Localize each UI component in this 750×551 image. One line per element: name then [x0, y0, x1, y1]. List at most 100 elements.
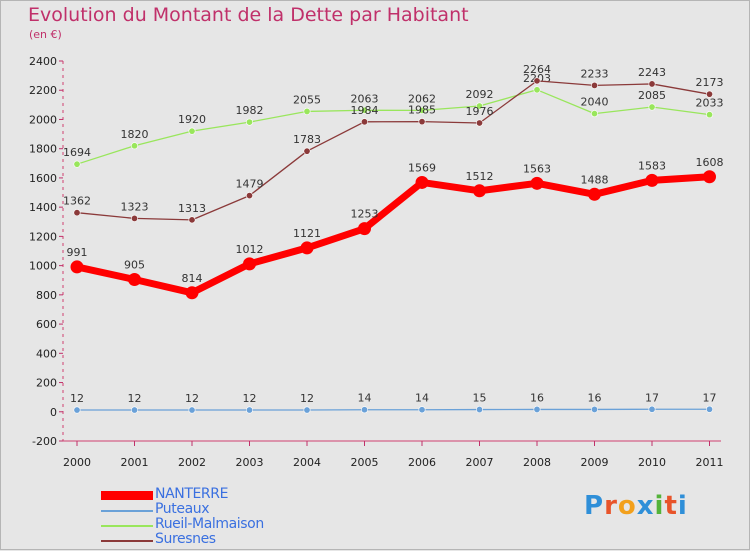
- data-label-nanterre: 1121: [293, 227, 321, 240]
- y-tick-label: 1800: [29, 143, 57, 156]
- data-label-puteaux: 16: [530, 391, 544, 404]
- data-point-nanterre: [645, 173, 659, 187]
- x-tick-label: 2001: [121, 456, 149, 469]
- legend-swatch-rueil-malmaison: [101, 525, 153, 527]
- data-label-puteaux: 12: [70, 392, 84, 405]
- data-label-nanterre: 814: [182, 272, 203, 285]
- legend-label-rueil-malmaison: Rueil-Malmaison: [155, 516, 264, 532]
- legend-label-puteaux: Puteaux: [155, 501, 210, 517]
- data-label-suresnes: 2233: [581, 67, 609, 80]
- series-line-nanterre: [76, 173, 710, 297]
- logo-letter: o: [617, 491, 637, 521]
- data-point-nanterre: [703, 170, 716, 184]
- x-tick-label: 2002: [178, 456, 206, 469]
- logo-letter: r: [604, 491, 618, 521]
- data-label-rueil-malmaison: 2055: [293, 93, 321, 106]
- data-label-puteaux: 12: [128, 392, 142, 405]
- y-tick-label: 2000: [29, 113, 57, 126]
- data-label-nanterre: 991: [67, 246, 88, 259]
- y-tick-label: 1200: [29, 230, 57, 243]
- data-point-suresnes: [246, 192, 254, 200]
- data-point-puteaux: [303, 406, 311, 414]
- data-label-puteaux: 15: [473, 392, 487, 405]
- data-point-suresnes: [648, 80, 656, 88]
- y-tick-label: 400: [36, 347, 57, 360]
- data-label-puteaux: 17: [645, 391, 659, 404]
- y-tick-label: 200: [36, 377, 57, 390]
- data-label-suresnes: 1479: [236, 178, 264, 191]
- plot-area: [63, 61, 721, 441]
- data-point-puteaux: [648, 405, 656, 413]
- data-label-puteaux: 12: [185, 392, 199, 405]
- data-label-rueil-malmaison: 2033: [696, 97, 724, 110]
- x-tick-label: 2011: [696, 456, 724, 469]
- logo-letter: i: [677, 491, 688, 521]
- x-tick-label: 2000: [63, 456, 91, 469]
- logo-letter: i: [654, 491, 665, 521]
- data-label-nanterre: 1583: [638, 159, 666, 172]
- data-point-nanterre: [128, 273, 141, 286]
- x-tick-label: 2009: [581, 456, 609, 469]
- y-tick-label: 2200: [29, 84, 57, 97]
- y-tick-label: 1400: [29, 201, 57, 214]
- data-point-rueil-malmaison: [303, 107, 311, 115]
- data-label-rueil-malmaison: 2085: [638, 89, 666, 102]
- x-tick-label: 2008: [523, 456, 551, 469]
- data-point-puteaux: [590, 405, 598, 413]
- logo-letter: x: [636, 491, 655, 521]
- data-point-suresnes: [360, 118, 368, 126]
- data-point-nanterre: [415, 175, 429, 189]
- data-label-rueil-malmaison: 1820: [121, 128, 149, 141]
- y-tick-label: 1000: [29, 260, 57, 273]
- x-tick-label: 2005: [351, 456, 379, 469]
- data-label-suresnes: 1313: [178, 202, 206, 215]
- data-label-rueil-malmaison: 1694: [63, 146, 91, 159]
- data-point-suresnes: [303, 147, 311, 155]
- data-label-rueil-malmaison: 2063: [351, 92, 379, 105]
- proxiti-logo: Proxiti: [584, 491, 688, 521]
- logo-letter: t: [664, 491, 678, 521]
- data-point-puteaux: [246, 406, 254, 414]
- data-point-rueil-malmaison: [246, 118, 254, 126]
- data-label-nanterre: 1012: [236, 243, 264, 256]
- data-point-rueil-malmaison: [648, 103, 656, 111]
- data-label-nanterre: 1563: [523, 162, 551, 175]
- legend-label-nanterre: NANTERRE: [155, 486, 229, 502]
- data-point-rueil-malmaison: [533, 86, 541, 94]
- series-line-suresnes: [76, 80, 710, 221]
- legend-swatch-suresnes: [101, 540, 153, 542]
- legend-swatch-puteaux: [101, 510, 153, 512]
- data-label-puteaux: 14: [358, 392, 372, 405]
- data-label-nanterre: 1608: [696, 156, 724, 169]
- data-label-rueil-malmaison: 2040: [581, 96, 609, 109]
- data-point-nanterre: [473, 184, 486, 198]
- x-tick-label: 2006: [408, 456, 436, 469]
- series-line-puteaux: [77, 408, 710, 411]
- data-label-rueil-malmaison: 2092: [466, 88, 494, 101]
- data-point-nanterre: [70, 260, 84, 274]
- x-tick-label: 2004: [293, 456, 321, 469]
- x-tick-label: 2010: [638, 456, 666, 469]
- data-point-rueil-malmaison: [188, 127, 196, 135]
- data-label-puteaux: 14: [415, 392, 429, 405]
- x-tick-label: 2003: [236, 456, 264, 469]
- data-point-nanterre: [358, 222, 371, 236]
- data-label-suresnes: 1362: [63, 195, 91, 208]
- data-point-puteaux: [705, 405, 713, 413]
- y-tick-label: 800: [36, 289, 57, 302]
- data-point-suresnes: [188, 216, 196, 224]
- chart-subtitle: (en €): [29, 28, 62, 41]
- data-point-puteaux: [418, 406, 426, 414]
- data-label-puteaux: 12: [243, 392, 257, 405]
- legend-label-suresnes: Suresnes: [155, 531, 216, 547]
- data-label-suresnes: 1985: [408, 104, 436, 117]
- logo-letter: P: [584, 491, 605, 521]
- legend-swatch-nanterre: [101, 491, 153, 500]
- data-label-nanterre: 1569: [408, 161, 436, 174]
- y-tick-label: -200: [32, 435, 57, 448]
- data-label-puteaux: 17: [703, 391, 717, 404]
- data-point-suresnes: [705, 90, 713, 98]
- chart-title: Evolution du Montant de la Dette par Hab…: [28, 4, 469, 26]
